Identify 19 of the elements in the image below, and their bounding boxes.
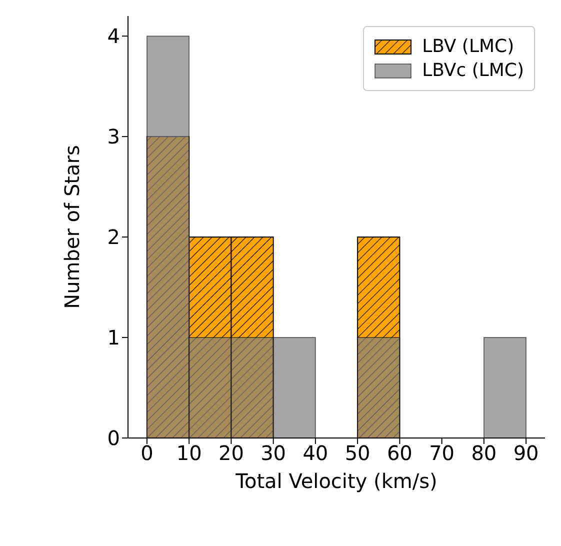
y-tick-label: 4 <box>107 24 120 48</box>
x-tick-label: 70 <box>429 441 455 466</box>
x-tick-label: 10 <box>176 441 202 466</box>
x-tick-label: 40 <box>302 441 328 466</box>
x-tick-label: 90 <box>513 441 539 466</box>
x-tick-label: 20 <box>218 441 244 466</box>
x-tick-label: 30 <box>260 441 286 466</box>
x-tick-label: 60 <box>386 441 412 466</box>
legend-label: LBV (LMC) <box>422 36 514 57</box>
y-tick-label: 3 <box>107 124 120 149</box>
y-tick-label: 0 <box>107 426 120 450</box>
y-axis-title: Number of Stars <box>60 145 84 309</box>
legend-label: LBVc (LMC) <box>422 60 524 81</box>
x-tick-label: 80 <box>471 441 497 466</box>
y-tick-label: 1 <box>107 326 120 350</box>
x-axis-title: Total Velocity (km/s) <box>234 469 438 493</box>
x-tick-label: 50 <box>344 441 370 466</box>
x-tick-label: 0 <box>140 441 154 466</box>
y-tick-label: 2 <box>107 225 120 250</box>
